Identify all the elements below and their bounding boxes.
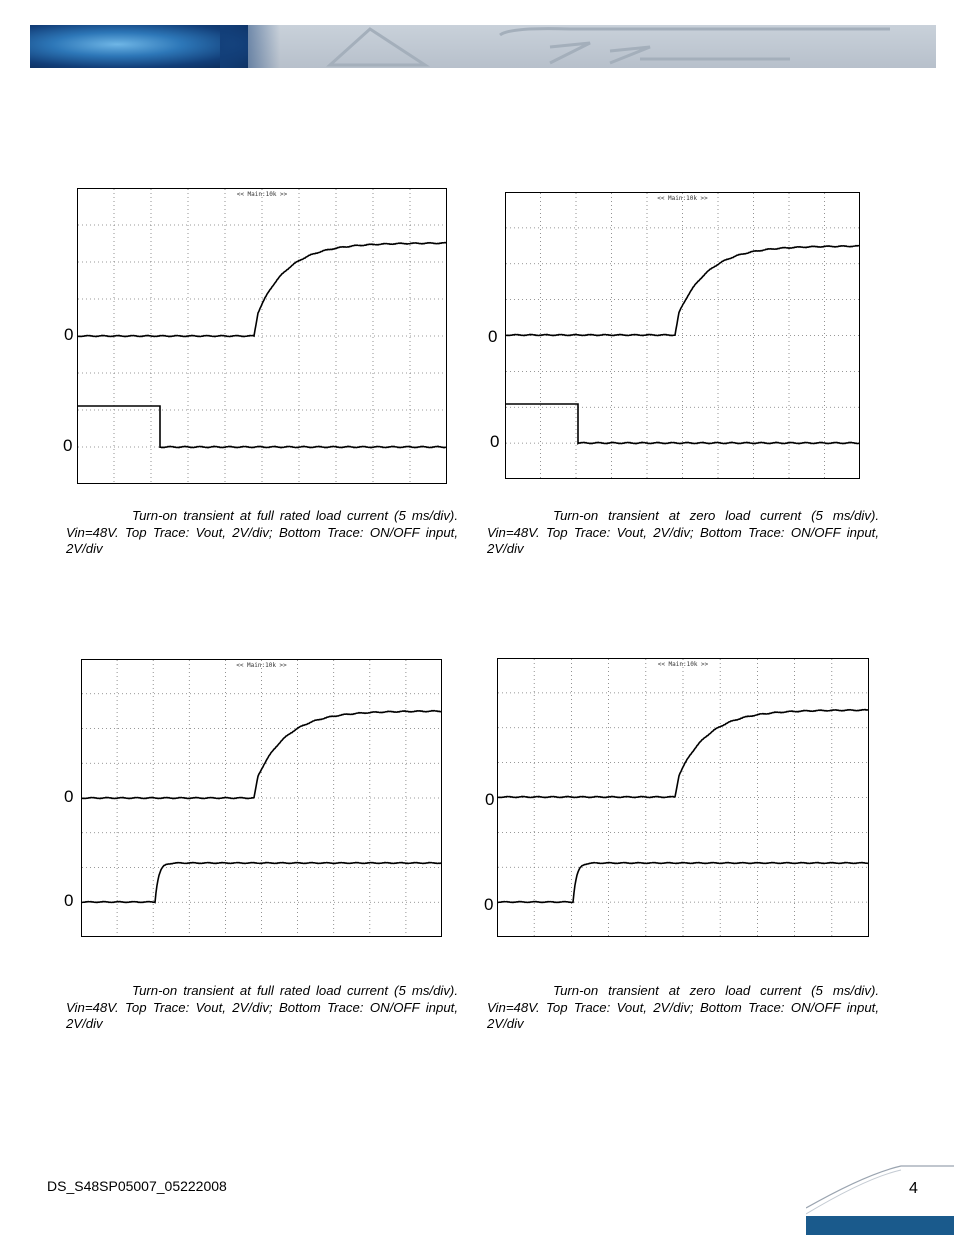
figure-caption: Turn-on transient at full rated load cur… (66, 508, 458, 556)
scope-screen: << Main:10k >> (505, 192, 860, 479)
banner-watermark-logo (326, 27, 890, 67)
vout-trace (497, 708, 869, 799)
footer-corner-graphic (806, 1165, 954, 1235)
oscilloscope-plot-3: << Main:10k >> (81, 659, 442, 937)
scope-timebase-label: << Main:10k >> (657, 195, 708, 202)
scope-timebase-label: << Main:10k >> (237, 191, 288, 198)
document-id: DS_S48SP05007_05222008 (47, 1178, 227, 1194)
figure-caption: Turn-on transient at zero load current (… (487, 508, 879, 556)
figure-caption: Turn-on transient at zero load current (… (487, 983, 879, 1031)
top-trace-zero-label: 0 (64, 787, 74, 806)
vout-trace (505, 244, 860, 337)
oscilloscope-plot-4: << Main:10k >> (497, 658, 869, 937)
onoff-trace (78, 405, 447, 449)
scope-screen: << Main:10k >> (77, 188, 447, 484)
scope-grid (498, 659, 868, 936)
vout-trace (81, 709, 442, 800)
bottom-trace-zero-label: 0 (484, 895, 494, 914)
vout-trace (77, 241, 447, 338)
scope-screen: << Main:10k >> (497, 658, 869, 937)
figure-caption: Turn-on transient at full rated load cur… (66, 983, 458, 1031)
scope-timebase-label: << Main:10k >> (658, 661, 709, 668)
page-number: 4 (909, 1180, 918, 1197)
bottom-trace-zero-label: 0 (63, 436, 73, 455)
onoff-trace (506, 403, 860, 445)
header-banner (30, 25, 936, 68)
onoff-trace (497, 861, 869, 904)
onoff-trace (81, 861, 442, 904)
top-trace-zero-label: 0 (485, 790, 495, 809)
footer-bar (806, 1216, 954, 1235)
banner-photo (30, 25, 248, 68)
bottom-trace-zero-label: 0 (64, 891, 74, 910)
scope-screen: << Main:10k >> (81, 659, 442, 937)
oscilloscope-plot-2: << Main:10k >> (505, 192, 860, 479)
top-trace-zero-label: 0 (488, 327, 498, 346)
oscilloscope-plot-1: << Main:10k >> (77, 188, 447, 484)
bottom-trace-zero-label: 0 (490, 432, 500, 451)
scope-timebase-label: << Main:10k >> (236, 662, 287, 669)
top-trace-zero-label: 0 (64, 325, 74, 344)
